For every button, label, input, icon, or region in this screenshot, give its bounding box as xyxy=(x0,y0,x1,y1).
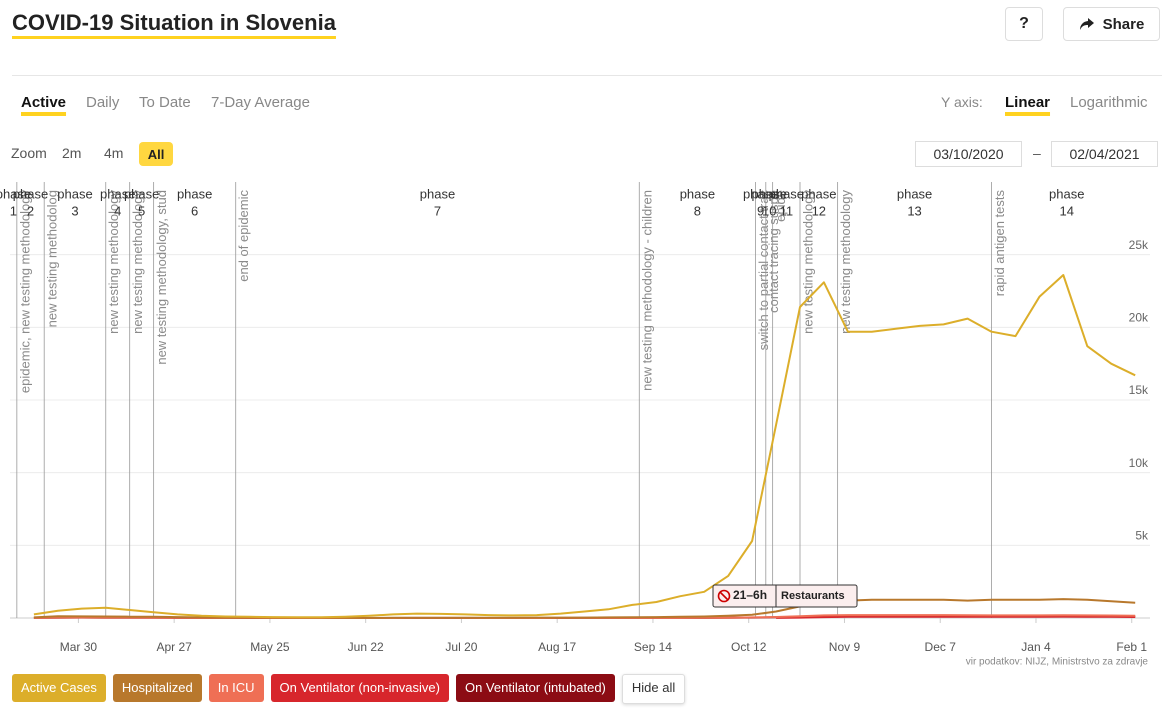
phase-label: phase xyxy=(897,186,932,201)
phase-number: 4 xyxy=(114,203,121,218)
restriction-badge: 21–6h Restaurants xyxy=(712,584,858,608)
event-label: new testing methodology - children xyxy=(640,190,655,391)
event-label: new testing methodology xyxy=(838,190,853,334)
series-line xyxy=(776,615,1136,619)
phase-label: phase xyxy=(743,186,778,201)
phase-number: 9 xyxy=(757,203,764,218)
y-tick-label: 25k xyxy=(1129,238,1149,252)
badge-hours: 21–6h xyxy=(733,588,767,602)
event-label: new testing methodology, stud xyxy=(154,190,169,365)
x-tick-label: Jul 20 xyxy=(445,640,477,654)
phase-number: 13 xyxy=(907,203,921,218)
event-label: new testing methodolog xyxy=(45,190,60,327)
phase-label: phase xyxy=(769,186,804,201)
date-from[interactable]: 03/10/2020 xyxy=(915,141,1022,167)
scale-option[interactable]: Linear xyxy=(1005,94,1051,111)
help-button[interactable]: ? xyxy=(1005,7,1043,41)
hide-all-button[interactable]: Hide all xyxy=(621,674,686,704)
y-tick-label: 15k xyxy=(1129,383,1149,397)
phase-label: phase xyxy=(0,186,31,201)
x-tick-label: Feb 1 xyxy=(1116,640,1147,654)
phase-number: 7 xyxy=(434,203,441,218)
phase-number: 3 xyxy=(71,203,78,218)
phase-number: 8 xyxy=(694,203,701,218)
phase-label: phase xyxy=(752,186,787,201)
x-tick-label: Nov 9 xyxy=(829,640,861,654)
event-label: epidemic, new testing methodology xyxy=(17,190,32,394)
event-label: contact tracing suspe xyxy=(766,190,781,313)
zoom-option[interactable]: 2m xyxy=(62,145,82,161)
phase-label: phase xyxy=(420,186,455,201)
x-tick-label: Sep 14 xyxy=(634,640,672,654)
phase-label: phase xyxy=(124,186,159,201)
badge-icon-slash xyxy=(719,591,729,601)
legend-button[interactable]: Hospitalized xyxy=(112,674,202,702)
phase-number: 1 xyxy=(10,203,17,218)
page-title: COVID-19 Situation in Slovenia xyxy=(12,10,336,35)
phase-label: phase xyxy=(680,186,715,201)
date-separator: – xyxy=(1033,145,1041,161)
x-tick-label: Oct 12 xyxy=(731,640,767,654)
event-label: new testing methodology xyxy=(106,190,121,334)
event-label: new testing methodology xyxy=(800,190,815,334)
x-tick-label: Dec 7 xyxy=(925,640,957,654)
x-tick-label: Apr 27 xyxy=(156,640,192,654)
event-label: switch to partial contact trac xyxy=(756,190,771,351)
phase-label: phase xyxy=(13,186,48,201)
tab[interactable]: 7-Day Average xyxy=(211,94,310,111)
event-label: new testing methodology xyxy=(130,190,145,334)
share-button[interactable]: Share xyxy=(1063,7,1160,41)
badge-box xyxy=(712,584,858,608)
x-tick-label: Aug 17 xyxy=(538,640,576,654)
series-line xyxy=(33,274,1136,619)
tab[interactable]: Daily xyxy=(86,94,120,111)
phase-number: 10 xyxy=(762,203,776,218)
zoom-option[interactable]: All xyxy=(139,142,173,166)
y-axis-label: Y axis: xyxy=(941,94,983,110)
badge-label: Restaurants xyxy=(781,590,845,602)
phase-label: phase xyxy=(177,186,212,201)
y-tick-label: 20k xyxy=(1129,311,1149,325)
divider xyxy=(12,75,1162,76)
share-label: Share xyxy=(1102,15,1145,33)
phase-number: 6 xyxy=(191,203,198,218)
date-to[interactable]: 02/04/2021 xyxy=(1051,141,1158,167)
y-tick-label: 10k xyxy=(1129,456,1149,470)
badge-icon xyxy=(717,589,731,603)
phase-number: 11 xyxy=(780,203,794,218)
phase-number: 2 xyxy=(27,203,34,218)
legend: Active Cases Hospitalized In ICU On Ventila… xyxy=(12,674,686,704)
event-label: epide xyxy=(773,190,788,222)
legend-button[interactable]: In ICU xyxy=(208,674,264,702)
phase-number: 12 xyxy=(812,203,826,218)
y-tick-label: 5k xyxy=(1135,529,1149,543)
event-label: end of epidemic xyxy=(236,190,251,282)
phase-number: 5 xyxy=(138,203,145,218)
x-tick-label: Jun 22 xyxy=(348,640,384,654)
x-tick-label: Mar 30 xyxy=(60,640,98,654)
x-tick-label: Jan 4 xyxy=(1021,640,1051,654)
share-icon xyxy=(1079,18,1094,30)
phase-label: phase xyxy=(57,186,92,201)
phase-label: phase xyxy=(801,186,836,201)
scale-option[interactable]: Logarithmic xyxy=(1070,94,1148,111)
source-note: vir podatkov: NIJZ, Ministrstvo za zdrav… xyxy=(966,657,1149,668)
legend-button[interactable]: Active Cases xyxy=(12,674,106,702)
zoom-label: Zoom xyxy=(11,145,47,161)
x-tick-label: May 25 xyxy=(250,640,290,654)
legend-button[interactable]: On Ventilator (intubated) xyxy=(455,674,615,702)
tab[interactable]: To Date xyxy=(139,94,191,111)
phase-label: phase xyxy=(1049,186,1084,201)
event-label: rapid antigen tests xyxy=(992,190,1007,297)
tab[interactable]: Active xyxy=(21,94,67,111)
phase-number: 14 xyxy=(1060,203,1074,218)
phase-label: phase xyxy=(100,186,135,201)
zoom-option[interactable]: 4m xyxy=(104,145,124,161)
legend-button[interactable]: On Ventilator (non-invasive) xyxy=(270,674,449,702)
series-line xyxy=(33,598,1136,619)
